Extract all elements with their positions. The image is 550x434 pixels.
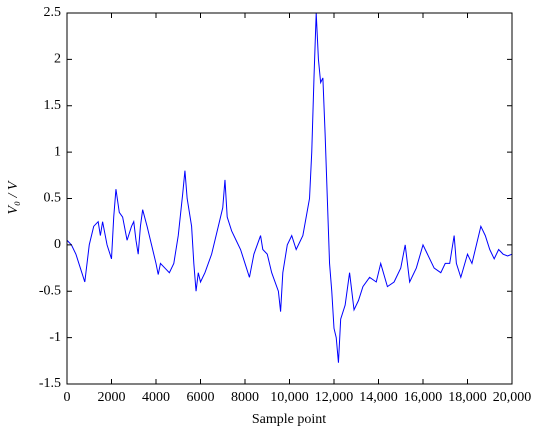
x-axis-label: Sample point bbox=[252, 412, 326, 427]
y-axis-label: V₀ / V bbox=[6, 180, 21, 214]
y-tick-label: 0.5 bbox=[44, 191, 62, 206]
x-tick-label: 12,000 bbox=[315, 390, 354, 405]
x-tick-label: 14,000 bbox=[359, 390, 398, 405]
x-tick-label: 16,000 bbox=[404, 390, 443, 405]
y-tick-label: 0 bbox=[54, 237, 61, 252]
x-tick-label: 4000 bbox=[142, 390, 170, 405]
y-tick-label: 2.5 bbox=[44, 5, 62, 20]
x-tick-label: 0 bbox=[64, 390, 71, 405]
y-tick-label: 1.5 bbox=[44, 98, 62, 113]
x-tick-label: 2000 bbox=[98, 390, 126, 405]
y-tick-label: 2 bbox=[54, 52, 61, 67]
x-tick-label: 6000 bbox=[187, 390, 215, 405]
y-tick-label: -1.5 bbox=[39, 376, 61, 391]
data-line bbox=[66, 12, 513, 363]
x-tick-label: 18,000 bbox=[448, 390, 487, 405]
plot-frame bbox=[66, 12, 513, 385]
y-tick-label: 1 bbox=[54, 144, 61, 159]
x-tick-label: 10,000 bbox=[270, 390, 309, 405]
y-tick-label: -0.5 bbox=[39, 283, 61, 298]
x-tick-label: 8000 bbox=[231, 390, 259, 405]
y-tick-label: -1 bbox=[49, 330, 61, 345]
x-tick-label: 20,000 bbox=[493, 390, 532, 405]
